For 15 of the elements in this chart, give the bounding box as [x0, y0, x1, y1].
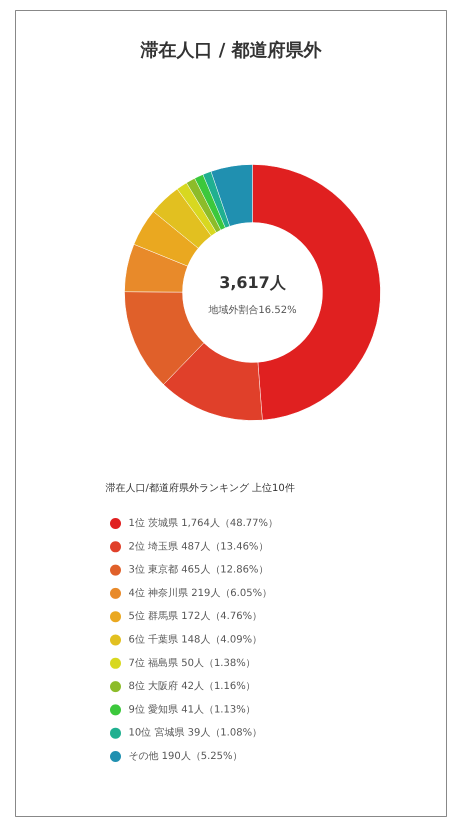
legend-label: 5位 群馬県 172人（4.76%） — [128, 610, 262, 622]
legend-label: 4位 神奈川県 219人（6.05%） — [128, 586, 272, 599]
legend-title: 滞在人口/都道府県外ランキング 上位10件 — [106, 482, 295, 494]
legend-label: 3位 東京都 465人（12.86%） — [128, 564, 268, 576]
legend-label: 10位 宮城県 39人（1.08%） — [128, 726, 262, 739]
legend-label: その他 190人（5.25%） — [128, 750, 243, 762]
legend-label: 8位 大阪府 42人（1.16%） — [128, 680, 256, 692]
text: 3,617人 — [219, 273, 287, 292]
text: 地域外割合16.52% — [207, 304, 297, 316]
chart-title: 滞在人口 / 都道府県外 — [139, 40, 323, 61]
legend-label: 2位 埼玉県 487人（13.46%） — [128, 540, 268, 552]
legend-label: 9位 愛知県 41人（1.13%） — [128, 703, 256, 716]
legend-label: 1位 茨城県 1,764人（48.77%） — [128, 517, 278, 529]
legend-label: 6位 千葉県 148人（4.09%） — [128, 634, 262, 646]
legend-label: 7位 福島県 50人（1.38%） — [128, 656, 256, 669]
